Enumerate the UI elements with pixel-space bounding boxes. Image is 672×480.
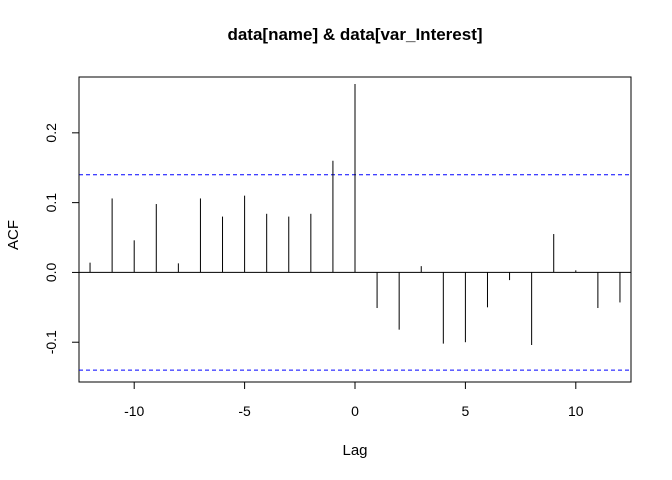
y-tick-label: -0.1 xyxy=(43,330,59,354)
x-tick-label: -5 xyxy=(238,403,251,419)
y-axis: -0.1 0.0 0.1 0.2 xyxy=(43,123,80,354)
x-tick-label: 0 xyxy=(351,403,359,419)
x-axis-label: Lag xyxy=(342,442,367,459)
y-tick-label: 0.1 xyxy=(43,193,59,213)
y-axis-label: ACF xyxy=(5,220,22,250)
y-tick-label: 0.0 xyxy=(43,262,59,282)
x-tick-label: -10 xyxy=(124,403,144,419)
y-tick-label: 0.2 xyxy=(43,123,59,143)
x-tick-label: 10 xyxy=(568,403,584,419)
chart-title: data[name] & data[var_Interest] xyxy=(227,25,482,44)
acf-bars xyxy=(89,83,621,346)
x-tick-label: 5 xyxy=(462,403,470,419)
x-axis: -10 -5 0 5 10 xyxy=(124,381,584,419)
